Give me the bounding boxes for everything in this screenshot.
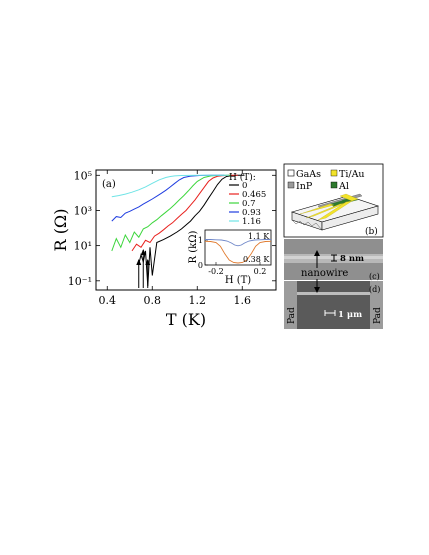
inset-x-tick-label: 0.2 <box>254 267 267 276</box>
tiau-lead <box>299 203 335 215</box>
inset-series-group <box>204 239 272 264</box>
inset-y-axis-label: R (kΩ) <box>188 230 199 263</box>
inset-y-tick-labels: 01 <box>198 236 203 270</box>
series-line-1.16 <box>111 174 229 198</box>
main-arrows <box>136 249 151 288</box>
inset-chart: -0.2 0.2 01 1.1 K 0.38 K H (T) R (kΩ) <box>188 229 272 286</box>
inset-y-tick-label: 0 <box>198 261 203 270</box>
panel-label-d: (d) <box>369 285 380 294</box>
arrow-head-down-icon <box>314 287 320 293</box>
main-y-tick-labels: 10⁻¹ 10¹ 10³ 10⁵ <box>68 169 92 288</box>
tiau-legend-label: Ti/Au <box>339 169 365 180</box>
sem-image-panel-c: 8 nm nanowire (c) <box>284 239 383 281</box>
tiau-lead <box>339 193 359 202</box>
main-x-tick-label: 0.8 <box>144 294 162 307</box>
arrow-head-icon <box>140 249 146 255</box>
main-axis-ticks <box>96 170 276 290</box>
panel-label-a: (a) <box>102 179 116 190</box>
arrow-head-icon <box>136 259 142 265</box>
main-x-tick-label: 1.6 <box>234 294 252 307</box>
al-legend-label: Al <box>338 181 349 192</box>
main-plot-frame <box>95 169 277 291</box>
main-y-tick-label: 10⁻¹ <box>68 275 92 288</box>
main-y-axis-label: R (Ω) <box>51 209 70 252</box>
legend-entry-1.16: 1.16 <box>242 217 261 227</box>
series-line-0.7 <box>111 174 232 252</box>
sem-c-scale-label: 8 nm <box>340 254 364 264</box>
inset-x-tick-labels: -0.2 0.2 <box>208 267 266 276</box>
panel-label-b: (b) <box>365 226 378 237</box>
inset-plot-frame <box>204 229 272 266</box>
main-y-tick-label: 10¹ <box>74 240 92 253</box>
sem-d-background <box>284 281 383 329</box>
legend-entry-0.7: 0.7 <box>242 199 256 209</box>
main-y-tick-label: 10⁵ <box>74 169 92 182</box>
inset-series-line <box>204 240 272 264</box>
gaas-legend-label: GaAs <box>296 169 321 180</box>
legend-entry-0: 0 <box>242 181 247 191</box>
main-x-tick-label: 0.4 <box>99 294 117 307</box>
main-x-tick-labels: 0.4 0.8 1.2 1.6 <box>99 294 252 307</box>
main-x-axis-label: T (K) <box>166 310 206 329</box>
tiau-swatch <box>330 169 338 177</box>
pad-right <box>370 281 383 329</box>
main-y-tick-label: 10³ <box>74 204 92 217</box>
sem-image-panel-d: 1 μm Pad Pad (d) <box>284 279 383 329</box>
al-swatch <box>330 181 338 189</box>
legend-title: H (T): <box>229 172 256 183</box>
sem-d-wire <box>297 292 370 295</box>
main-chart: 0.4 0.8 1.2 1.6 10⁻¹ 10¹ 10³ 10⁵ (a) T (K) R (… <box>51 169 277 329</box>
inp-legend-label: InP <box>296 181 313 192</box>
series-line-0.93 <box>111 174 225 222</box>
inset-x-tick-label: -0.2 <box>208 267 223 276</box>
nanowire-label: nanowire <box>301 268 348 279</box>
pad-left <box>284 281 297 329</box>
inset-series-line <box>205 239 271 247</box>
panel-label-c: (c) <box>369 272 380 281</box>
arrow-head-up-icon <box>314 250 320 256</box>
device-schematic-panel: GaAs Ti/Au InP Al (b) <box>283 163 384 238</box>
al-contact <box>330 200 348 207</box>
inp-swatch <box>287 181 295 189</box>
inset-axis-ticks <box>205 239 261 266</box>
pad-right-label: Pad <box>373 307 383 324</box>
series-line-0.465 <box>131 174 238 252</box>
inset-series-label-high: 1.1 K <box>248 232 270 241</box>
sem-d-scale-label: 1 μm <box>338 310 362 320</box>
legend-entry-0.93: 0.93 <box>242 208 261 218</box>
legend-entry-0.465: 0.465 <box>242 190 266 200</box>
main-x-tick-label: 1.2 <box>189 294 207 307</box>
inset-x-axis-label: H (T) <box>225 275 251 286</box>
inset-y-tick-label: 1 <box>198 236 203 245</box>
inset-series-label-low: 0.38 K <box>243 255 270 264</box>
gaas-swatch <box>287 169 295 177</box>
arrow-head-icon <box>145 259 151 265</box>
pad-left-label: Pad <box>287 307 297 324</box>
